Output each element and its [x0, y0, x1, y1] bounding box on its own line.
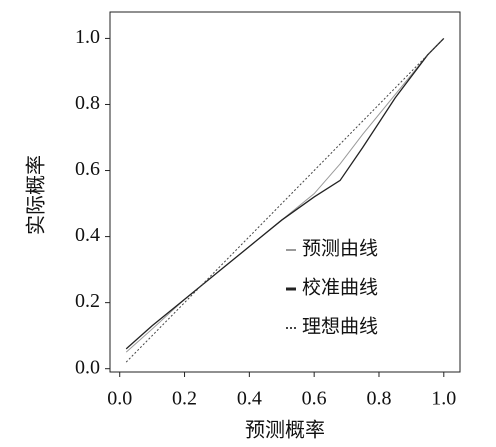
x-axis-label: 预测概率: [245, 419, 325, 442]
x-tick-label: 1.0: [431, 388, 456, 410]
x-tick-label: 0.2: [172, 388, 197, 410]
x-tick-label: 0.4: [237, 388, 262, 410]
legend-label: 理想曲线: [302, 315, 378, 337]
y-tick-label: 0.8: [75, 92, 100, 114]
x-tick-label: 0.8: [366, 388, 391, 410]
y-tick-label: 0.0: [75, 356, 100, 378]
y-tick-label: 0.2: [75, 290, 100, 312]
y-tick-label: 0.6: [75, 158, 100, 180]
plot-frame: [109, 11, 461, 373]
x-tick-label: 0.6: [302, 388, 327, 410]
y-tick-label: 1.0: [75, 26, 100, 48]
x-tick-label: 0.0: [107, 388, 132, 410]
series-line: [125, 37, 445, 350]
legend-label: 校准曲线: [302, 276, 378, 298]
series-line: [125, 38, 445, 363]
y-tick-label: 0.4: [75, 224, 100, 246]
series-line: [125, 38, 445, 353]
y-axis-label: 实际概率: [25, 155, 48, 235]
legend-label: 预测由线: [302, 237, 378, 259]
